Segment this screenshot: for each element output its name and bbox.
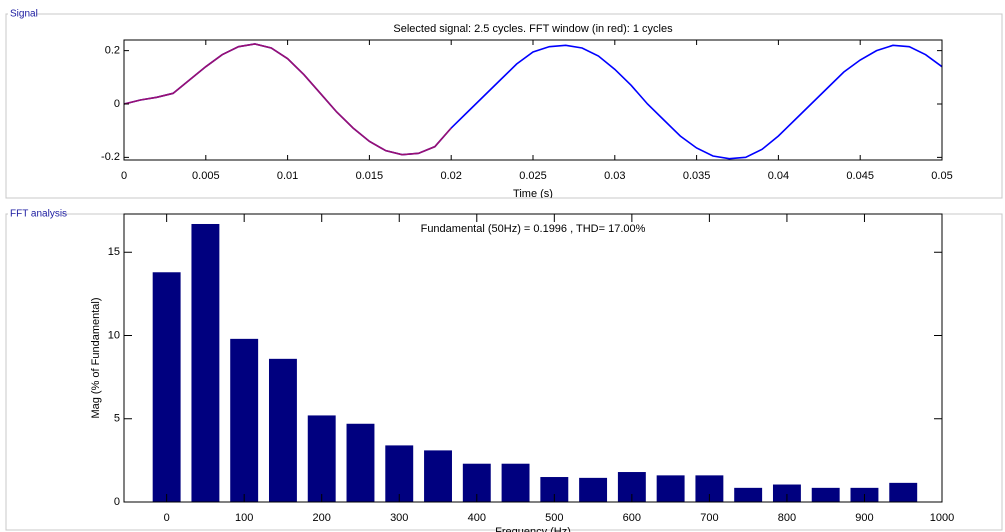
x-tick-label: 1000 [930,512,954,524]
x-tick-label: 0.025 [519,170,547,182]
x-tick-label: 0 [164,512,170,524]
x-tick-label: 0.045 [846,170,874,182]
bar [656,475,685,502]
bar [772,484,801,502]
x-tick-label: 0.01 [277,170,298,182]
bar [734,487,763,502]
y-tick-label: 0 [114,496,120,508]
bar [424,450,452,502]
y-tick-label: 5 [114,413,120,425]
axes-frame [123,213,943,503]
x-tick-label: 0.015 [356,170,384,182]
bar [191,223,220,502]
bar [230,338,259,502]
bar [385,445,414,502]
fft-chart: 0 100 200 300 400 500 600 700 800 900 1000 0 5 10 15 Fu… [90,213,954,532]
x-tick-label: 500 [545,512,563,524]
chart-title: Fundamental (50Hz) = 0.1996 , THD= 17.00… [421,223,646,235]
x-tick-label: 900 [855,512,873,524]
bar [889,482,918,502]
x-tick-label: 0.005 [192,170,220,182]
x-tick-label: 700 [700,512,718,524]
x-axis-label: Frequency (Hz) [495,526,571,532]
y-tick-label: -0.2 [101,151,120,163]
x-tick-label: 200 [313,512,331,524]
axes [124,40,942,160]
x-tick-label: 0 [121,170,127,182]
panel-label: Signal [10,9,38,20]
panel-label-bg [8,208,62,220]
chart-title: Selected signal: 2.5 cycles. FFT window … [393,23,673,35]
y-tick-label: 15 [108,246,120,258]
x-tick-label: 800 [778,512,796,524]
signal-line [123,43,452,156]
y-tick-label: 0.2 [105,45,120,57]
y-tick-label: 0 [114,98,120,110]
axes [124,214,942,502]
bar [152,272,181,502]
y-axis-label: Mag (% of Fundamental) [90,297,102,418]
x-tick-label: 100 [235,512,253,524]
bar [307,415,336,502]
signal-panel [5,13,1003,199]
bar [501,463,530,502]
bar [811,487,840,502]
x-tick-label: 0.03 [604,170,625,182]
bar [579,477,608,502]
x-tick-label: 400 [468,512,486,524]
x-tick-label: 300 [390,512,408,524]
x-tick-label: 0.035 [683,170,711,182]
bar [268,358,297,502]
y-tick-label: 10 [108,329,120,341]
signal-chart: 0 0.005 0.01 0.015 0.02 0.025 0.03 0.035 0.04 0.0… [101,23,953,200]
panel-label: FFT analysis [10,209,67,220]
x-tick-label: 0.02 [440,170,461,182]
x-axis-label: Time (s) [513,188,553,200]
bar [346,423,375,502]
x-tick-label: 600 [623,512,641,524]
x-tick-label: 0.05 [931,170,952,182]
panel-label-bg [8,8,36,20]
x-tick-label: 0.04 [768,170,789,182]
